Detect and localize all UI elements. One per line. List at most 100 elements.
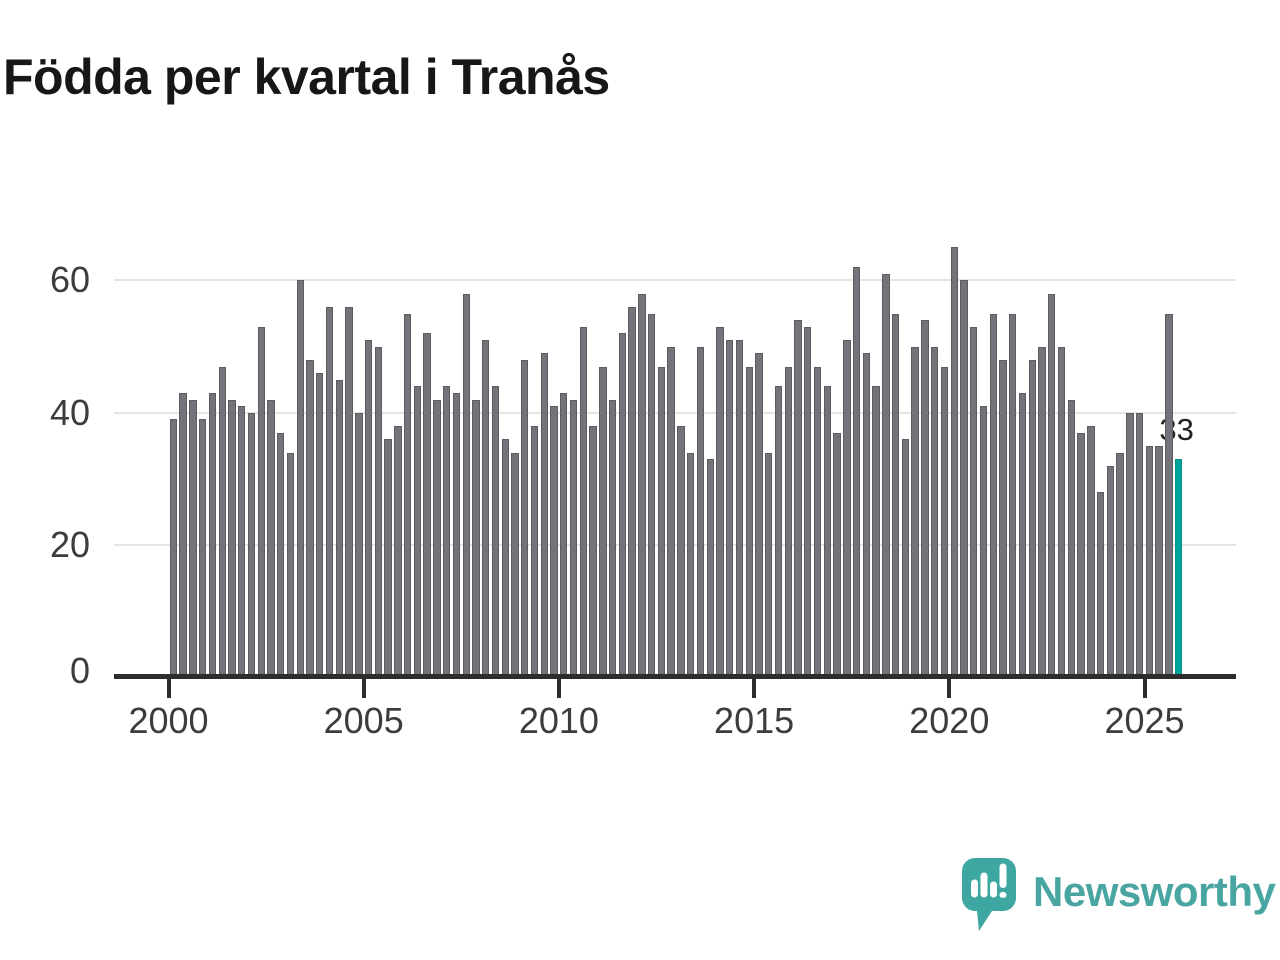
- bar-2023-Q1: [1067, 399, 1075, 678]
- bar-2013-Q1: [677, 426, 685, 678]
- bar-2003-Q2: [296, 280, 304, 678]
- bar-2016-Q4: [823, 386, 831, 678]
- bar-2006-Q4: [433, 399, 441, 678]
- bar-2006-Q3: [423, 333, 431, 678]
- bar-2024-Q2: [1116, 452, 1124, 678]
- bar-2013-Q2: [686, 452, 695, 678]
- x-axis-label-2020: 2020: [909, 700, 990, 741]
- bar-2003-Q1: [286, 452, 295, 678]
- bar-2006-Q2: [413, 386, 422, 678]
- bar-2002-Q3: [267, 399, 275, 678]
- bar-2017-Q4: [862, 353, 871, 678]
- bar-2022-Q1: [1028, 359, 1036, 678]
- bar-2007-Q3: [462, 293, 470, 678]
- bar-2017-Q3: [852, 267, 861, 678]
- bar-2012-Q2: [647, 313, 656, 678]
- bar-2023-Q4: [1096, 492, 1105, 678]
- bar-2011-Q1: [599, 366, 607, 678]
- x-axis-line: [114, 674, 1236, 679]
- bar-2011-Q4: [628, 306, 636, 678]
- bar-2015-Q4: [784, 366, 792, 678]
- newsworthy-logo: Newsworthy: [961, 857, 1276, 933]
- bar-2002-Q1: [247, 412, 256, 678]
- bar-2021-Q4: [1018, 392, 1027, 678]
- y-axis-label-40: 40: [49, 391, 90, 433]
- bar-2009-Q4: [550, 406, 558, 678]
- bar-2024-Q3: [1126, 412, 1134, 678]
- bar-2007-Q2: [452, 392, 461, 678]
- newsworthy-logo-text: Newsworthy: [1033, 868, 1276, 915]
- bar-2007-Q4: [472, 399, 480, 678]
- bar-2022-Q4: [1057, 346, 1066, 678]
- bar-2007-Q1: [442, 386, 451, 678]
- bar-2014-Q1: [716, 326, 724, 678]
- bar-2025-Q3: [1165, 313, 1173, 678]
- bar-2003-Q3: [306, 359, 314, 678]
- x-axis-label-2010: 2010: [518, 700, 599, 741]
- bar-2005-Q3: [384, 439, 392, 678]
- bar-2000-Q3: [189, 399, 197, 678]
- bar-2004-Q2: [335, 379, 343, 678]
- bar-2002-Q4: [277, 432, 285, 678]
- last-bar-value-label: 33: [1159, 412, 1194, 448]
- bar-2016-Q2: [804, 326, 812, 678]
- bar-2001-Q4: [238, 406, 246, 678]
- x-axis-tick-2005: [361, 679, 366, 698]
- chart-title: Födda per kvartal i Tranås: [3, 49, 610, 105]
- x-axis-tick-2010: [556, 679, 561, 698]
- bar-2010-Q2: [569, 399, 578, 678]
- bar-2020-Q3: [970, 326, 978, 678]
- bar-2011-Q2: [608, 399, 617, 678]
- bar-2024-Q1: [1106, 465, 1115, 678]
- bar-2018-Q4: [901, 439, 910, 678]
- bar-2021-Q3: [1009, 313, 1017, 678]
- bar-2025-Q2: [1155, 445, 1163, 678]
- bar-2012-Q1: [638, 293, 646, 678]
- bar-2023-Q2: [1077, 432, 1085, 678]
- bar-2020-Q2: [960, 280, 968, 678]
- bar-2013-Q4: [706, 459, 714, 678]
- bar-2012-Q3: [657, 366, 666, 678]
- bar-2000-Q1: [169, 419, 178, 678]
- bar-2010-Q1: [560, 392, 568, 678]
- gridline-y-40: [114, 411, 1236, 414]
- bar-2005-Q2: [374, 346, 383, 678]
- bar-2025-Q1: [1145, 445, 1154, 678]
- highlighted-bar-2025-Q4: [1174, 459, 1183, 678]
- bar-2021-Q2: [999, 359, 1007, 678]
- bar-2016-Q1: [794, 320, 802, 678]
- bar-2003-Q4: [316, 373, 324, 678]
- y-axis-label-60: 60: [49, 259, 90, 301]
- bar-2005-Q4: [394, 426, 402, 678]
- bar-2005-Q1: [364, 340, 373, 678]
- gridline-y-60: [114, 279, 1236, 282]
- bar-2004-Q3: [345, 306, 353, 678]
- bar-2015-Q3: [774, 386, 783, 678]
- x-axis-tick-2015: [752, 679, 757, 698]
- bar-2017-Q2: [843, 340, 851, 678]
- bar-2006-Q1: [403, 313, 412, 678]
- y-axis-label-20: 20: [49, 524, 90, 566]
- bar-2008-Q4: [511, 452, 519, 678]
- bar-2008-Q2: [491, 386, 500, 678]
- bar-2010-Q3: [579, 326, 587, 678]
- x-axis-tick-2025: [1142, 679, 1147, 698]
- bar-2020-Q4: [979, 406, 988, 678]
- bar-2008-Q1: [482, 340, 490, 678]
- bar-2012-Q4: [667, 346, 675, 678]
- bar-2000-Q4: [198, 419, 207, 678]
- bar-2022-Q2: [1038, 346, 1046, 678]
- bar-2018-Q1: [872, 386, 880, 678]
- x-axis-label-2005: 2005: [323, 700, 404, 741]
- bar-2001-Q2: [218, 366, 226, 678]
- bar-2020-Q1: [950, 247, 958, 678]
- bar-2015-Q2: [765, 452, 773, 678]
- newsworthy-logo-icon: [962, 858, 1016, 931]
- x-axis-tick-2000: [166, 679, 171, 698]
- bar-2019-Q1: [911, 346, 919, 678]
- bar-2001-Q1: [208, 392, 217, 678]
- x-axis-label-2025: 2025: [1104, 700, 1185, 741]
- bar-2010-Q4: [589, 426, 597, 678]
- x-axis-tick-2020: [947, 679, 952, 698]
